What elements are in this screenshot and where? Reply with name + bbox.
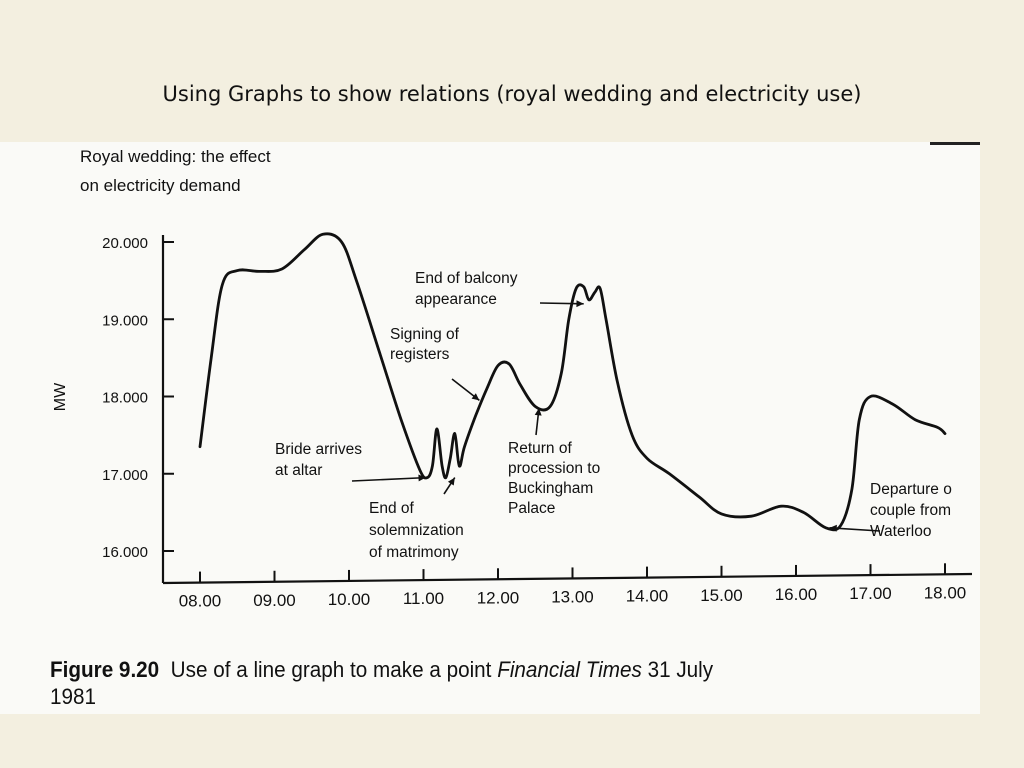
series-line-demand [198, 232, 947, 532]
caption-source: Financial Times [497, 657, 642, 682]
x-axis-line [162, 572, 973, 585]
x-tick-label: 08.00 [179, 592, 222, 611]
annotation-arrow-head [418, 474, 426, 482]
x-tick-label: 14.00 [626, 587, 669, 606]
annotation-label-line: Departure o [870, 481, 952, 498]
annotation-label-line: Waterloo [870, 523, 931, 540]
annotation-label-line: Signing of [390, 326, 460, 343]
caption-date-2: 1981 [50, 684, 97, 709]
annotation-label-line: Buckingham [508, 480, 593, 497]
x-tick-label: 17.00 [849, 584, 892, 603]
annotation-label-line: procession to [508, 460, 600, 477]
annotation-label-line: End of balcony [415, 270, 518, 287]
figure-caption: Figure 9.20 Use of a line graph to make … [50, 656, 877, 710]
annotations: Bride arrives at altar End of solemnization… [275, 270, 952, 561]
annotation-label-line: of matrimony [369, 544, 459, 561]
y-tick-label: 18.000 [102, 390, 148, 407]
annotation-3: End of balcony appearance [415, 270, 584, 308]
annotation-label-line: appearance [415, 291, 497, 308]
annotation-arrow-shaft [351, 476, 426, 482]
annotation-label-line: Bride arrives [275, 441, 362, 458]
y-ticks: 16.000 17.000 18.000 19.000 20.000 [102, 235, 174, 561]
annotation-0: Bride arrives at altar [275, 441, 426, 482]
annotation-arrow-head [829, 524, 837, 532]
line-chart: Royal wedding: the effect on electricity… [52, 147, 973, 611]
annotation-label-line: End of [369, 500, 415, 517]
slide-title: Using Graphs to show relations (royal we… [162, 82, 862, 106]
chart-title-line-2: on electricity demand [80, 176, 241, 195]
y-axis-label: MW [52, 382, 69, 411]
annotation-arrow-shaft [539, 302, 584, 305]
annotation-label-line: solemnization [369, 522, 464, 539]
scan-edge-mark [930, 142, 980, 145]
annotation-arrow-head [534, 408, 542, 416]
chart-title: Royal wedding: the effect on electricity… [80, 147, 271, 195]
annotation-label-line: Return of [508, 440, 572, 457]
annotation-label-line: registers [390, 346, 450, 363]
annotation-label-line: couple from [870, 502, 951, 519]
annotation-4: Return of procession to Buckingham Palace [508, 407, 600, 517]
y-tick-label: 19.000 [102, 312, 148, 329]
x-tick-label: 18.00 [924, 583, 967, 602]
annotation-arrow-head [447, 477, 455, 486]
x-tick-label: 15.00 [700, 586, 743, 605]
caption-date-1: 31 July [647, 657, 714, 682]
y-tick-label: 20.000 [102, 235, 148, 252]
annotation-5: Departure o couple from Waterloo [829, 481, 952, 540]
chart-title-line-1: Royal wedding: the effect [80, 147, 271, 166]
annotation-label-line: at altar [275, 462, 322, 479]
annotation-arrow-head [471, 393, 480, 401]
x-tick-label: 09.00 [253, 591, 296, 610]
y-tick-label: 17.000 [102, 467, 148, 484]
annotation-1: End of solemnization of matrimony [369, 477, 464, 561]
y-tick-label: 16.000 [102, 544, 148, 561]
x-tick-label: 13.00 [551, 587, 594, 606]
x-tick-label: 12.00 [477, 588, 520, 607]
x-tick-label: 11.00 [403, 589, 444, 608]
annotation-2: Signing of registers [390, 326, 480, 401]
x-tick-label: 16.00 [775, 585, 818, 604]
annotation-arrow-head [576, 300, 584, 308]
caption-text: Use of a line graph to make a point [170, 657, 492, 682]
caption-figure-number: Figure 9.20 [50, 657, 160, 682]
annotation-label-line: Palace [508, 500, 555, 517]
x-tick-label: 10.00 [328, 590, 371, 609]
annotation-arrow-shaft [829, 527, 881, 532]
x-ticks: 08.00 09.00 10.00 11.00 12.00 13.00 14.00 15.00… [179, 563, 967, 611]
